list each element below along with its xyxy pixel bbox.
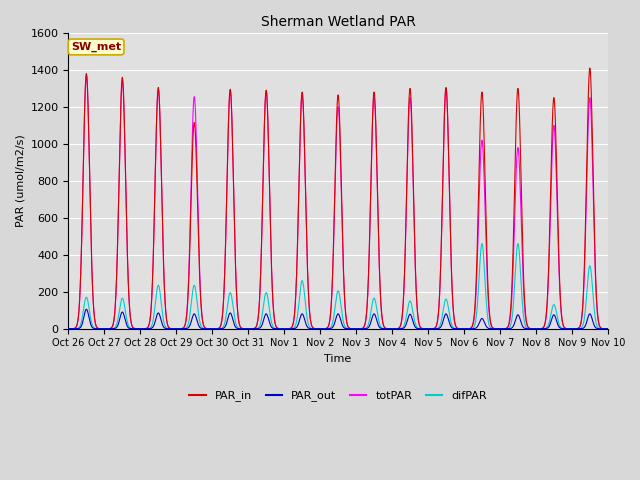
PAR_in bbox=[180, 324, 188, 330]
PAR_in bbox=[174, 326, 182, 332]
Line: difPAR: difPAR bbox=[68, 244, 608, 329]
totPAR bbox=[266, 223, 274, 229]
Text: SW_met: SW_met bbox=[71, 42, 121, 52]
Line: totPAR: totPAR bbox=[68, 75, 608, 329]
totPAR bbox=[83, 72, 90, 78]
totPAR bbox=[174, 326, 182, 332]
difPAR bbox=[514, 241, 522, 247]
PAR_out bbox=[83, 306, 90, 312]
PAR_out bbox=[489, 326, 497, 332]
totPAR bbox=[65, 326, 72, 332]
difPAR bbox=[266, 313, 274, 319]
difPAR bbox=[180, 326, 188, 332]
PAR_in bbox=[413, 291, 420, 297]
difPAR bbox=[489, 326, 497, 332]
PAR_out bbox=[602, 326, 610, 332]
PAR_in bbox=[604, 326, 612, 332]
totPAR bbox=[602, 326, 610, 332]
PAR_in bbox=[602, 326, 610, 332]
X-axis label: Time: Time bbox=[324, 354, 352, 364]
difPAR bbox=[602, 326, 610, 332]
PAR_in bbox=[489, 325, 497, 331]
PAR_out bbox=[180, 326, 188, 332]
Title: Sherman Wetland PAR: Sherman Wetland PAR bbox=[260, 15, 415, 29]
PAR_out bbox=[65, 326, 72, 332]
PAR_in bbox=[586, 65, 594, 71]
PAR_out bbox=[266, 322, 274, 328]
difPAR bbox=[604, 326, 612, 332]
totPAR bbox=[413, 294, 420, 300]
PAR_out bbox=[174, 326, 182, 332]
totPAR bbox=[604, 326, 612, 332]
PAR_in bbox=[65, 326, 72, 332]
Line: PAR_out: PAR_out bbox=[68, 309, 608, 329]
Y-axis label: PAR (umol/m2/s): PAR (umol/m2/s) bbox=[15, 134, 25, 227]
totPAR bbox=[489, 325, 497, 331]
PAR_in bbox=[266, 220, 274, 226]
totPAR bbox=[180, 324, 188, 330]
PAR_out bbox=[413, 325, 420, 331]
PAR_out bbox=[604, 326, 612, 332]
Legend: PAR_in, PAR_out, totPAR, difPAR: PAR_in, PAR_out, totPAR, difPAR bbox=[185, 386, 491, 406]
difPAR bbox=[65, 326, 72, 332]
Line: PAR_in: PAR_in bbox=[68, 68, 608, 329]
difPAR bbox=[413, 324, 420, 329]
difPAR bbox=[174, 326, 182, 332]
